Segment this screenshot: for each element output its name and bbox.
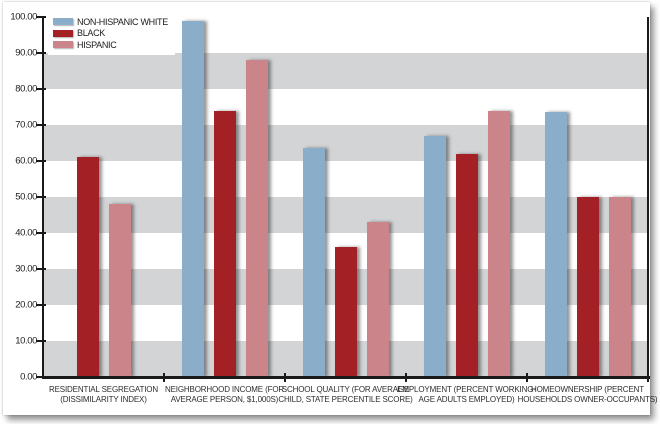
- x-axis-label-line: (DISSIMILARITY INDEX): [60, 394, 147, 404]
- x-axis-label-line: RESIDENTIAL SEGREGATION: [48, 385, 158, 394]
- y-axis-label: 90.00: [15, 47, 37, 59]
- legend-item-non-hispanic-white: NON-HISPANIC WHITE: [53, 16, 168, 28]
- legend-item-black: BLACK: [53, 28, 168, 40]
- y-axis-label: 0.00: [20, 371, 37, 383]
- legend-swatch-hispanic: [53, 41, 73, 49]
- x-axis-line: [42, 376, 650, 379]
- y-tick: [36, 304, 46, 306]
- x-tick: [647, 373, 649, 382]
- y-axis-label: 70.00: [15, 119, 37, 131]
- x-axis-label-line: HOMEOWNERSHIP (PERCENT: [530, 385, 644, 394]
- x-axis-label-line: AGE ADULTS EMPLOYED): [418, 394, 515, 404]
- x-axis-label-line: AVERAGE PERSON, $1,000S): [170, 394, 279, 404]
- y-tick: [36, 196, 46, 198]
- y-tick: [36, 88, 46, 90]
- y-axis-label: 80.00: [15, 83, 37, 95]
- bar-hispanic-4: [608, 197, 631, 377]
- x-axis-label: RESIDENTIAL SEGREGATION (DISSIMILARITY IN…: [29, 385, 179, 404]
- legend-swatch-black: [53, 29, 73, 37]
- y-tick: [36, 340, 46, 342]
- y-axis-label: 30.00: [15, 263, 37, 275]
- y-tick: [36, 376, 46, 378]
- y-tick: [36, 52, 46, 54]
- x-axis-label-line: HOUSEHOLDS OWNER-OCCUPANTS): [517, 394, 658, 404]
- bar-black-3: [455, 153, 478, 377]
- x-axis-label: SCHOOL QUALITY (FOR AVERAGE CHILD, STATE …: [271, 385, 421, 404]
- bar-hispanic-0: [108, 204, 131, 377]
- x-tick: [284, 373, 286, 382]
- legend-item-hispanic: HISPANIC: [53, 39, 168, 51]
- x-axis-label: NEIGHBORHOOD INCOME (FOR AVERAGE PERSON, …: [150, 385, 300, 404]
- bar-non-hispanic-white-2: [302, 148, 325, 377]
- y-axis-label: 60.00: [15, 155, 37, 167]
- x-axis-label-line: NEIGHBORHOOD INCOME (FOR: [164, 385, 285, 394]
- bar-hispanic-3: [487, 110, 510, 377]
- bar-non-hispanic-white-1: [181, 20, 204, 377]
- y-axis-label: 40.00: [15, 227, 37, 239]
- x-axis-label: HOMEOWNERSHIP (PERCENT HOUSEHOLDS OWNER-O…: [513, 385, 660, 404]
- legend-swatch-non-hispanic-white: [53, 18, 73, 26]
- bar-black-4: [576, 197, 599, 377]
- x-tick: [526, 373, 528, 382]
- bar-non-hispanic-white-4: [544, 112, 567, 377]
- bar-black-2: [334, 247, 357, 377]
- bar-black-1: [213, 110, 236, 377]
- y-axis-label: 20.00: [15, 299, 37, 311]
- y-axis-label: 50.00: [15, 191, 37, 203]
- bar-black-0: [76, 157, 99, 377]
- x-tick: [405, 373, 407, 382]
- legend: NON-HISPANIC WHITE BLACK HISPANIC: [48, 13, 175, 55]
- bar-hispanic-1: [245, 60, 268, 377]
- x-axis-label-line: EMPLOYMENT (PERCENT WORKING-: [397, 385, 536, 394]
- y-tick: [36, 160, 46, 162]
- plot-right-border: [647, 17, 649, 378]
- y-tick: [36, 16, 46, 18]
- grid-band: [43, 53, 648, 89]
- legend-label: HISPANIC: [77, 39, 117, 50]
- y-tick: [36, 232, 46, 234]
- x-axis-label-line: SCHOOL QUALITY (FOR AVERAGE: [281, 385, 410, 394]
- y-axis-label: 100.00: [10, 11, 37, 23]
- y-tick: [36, 124, 46, 126]
- x-tick: [163, 373, 165, 382]
- y-tick: [36, 268, 46, 270]
- bar-hispanic-2: [366, 222, 389, 377]
- legend-label: NON-HISPANIC WHITE: [77, 16, 168, 27]
- y-axis-label: 10.00: [15, 335, 37, 347]
- bar-non-hispanic-white-3: [423, 135, 446, 377]
- x-axis-label: EMPLOYMENT (PERCENT WORKING- AGE ADULTS E…: [392, 385, 542, 404]
- legend-label: BLACK: [77, 28, 106, 39]
- x-axis-label-line: CHILD, STATE PERCENTILE SCORE): [278, 394, 413, 404]
